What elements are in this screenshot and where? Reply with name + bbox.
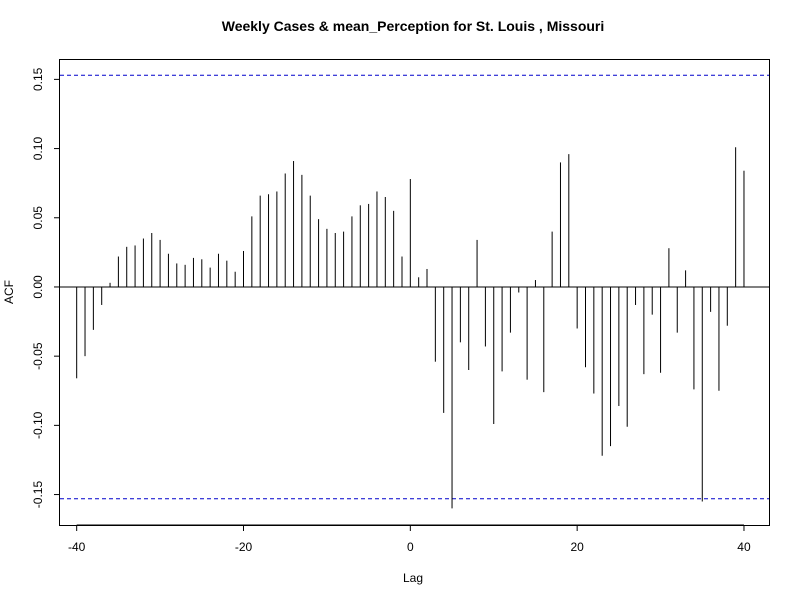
plot-marks: [60, 74, 769, 509]
x-tick-label: 40: [737, 540, 751, 554]
y-tick-label: 0.15: [31, 67, 45, 91]
y-tick-label: -0.15: [31, 481, 45, 509]
y-tick-label: 0.00: [31, 275, 45, 299]
y-tick-label: -0.05: [31, 342, 45, 370]
chart-title: Weekly Cases & mean_Perception for St. L…: [222, 18, 605, 34]
y-tick-label: 0.05: [31, 206, 45, 230]
x-axis: -40 -20 0 20 40: [68, 524, 751, 554]
x-tick-label: -20: [235, 540, 253, 554]
y-axis: -0.15 -0.10 -0.05 0.00 0.05 0.10 0.15: [31, 67, 60, 508]
x-axis-title: Lag: [403, 571, 423, 585]
x-tick-label: 20: [570, 540, 584, 554]
x-tick-label: 0: [407, 540, 414, 554]
y-tick-label: 0.10: [31, 137, 45, 161]
y-tick-label: -0.10: [31, 411, 45, 439]
y-axis-title: ACF: [2, 280, 16, 304]
x-tick-label: -40: [68, 540, 86, 554]
